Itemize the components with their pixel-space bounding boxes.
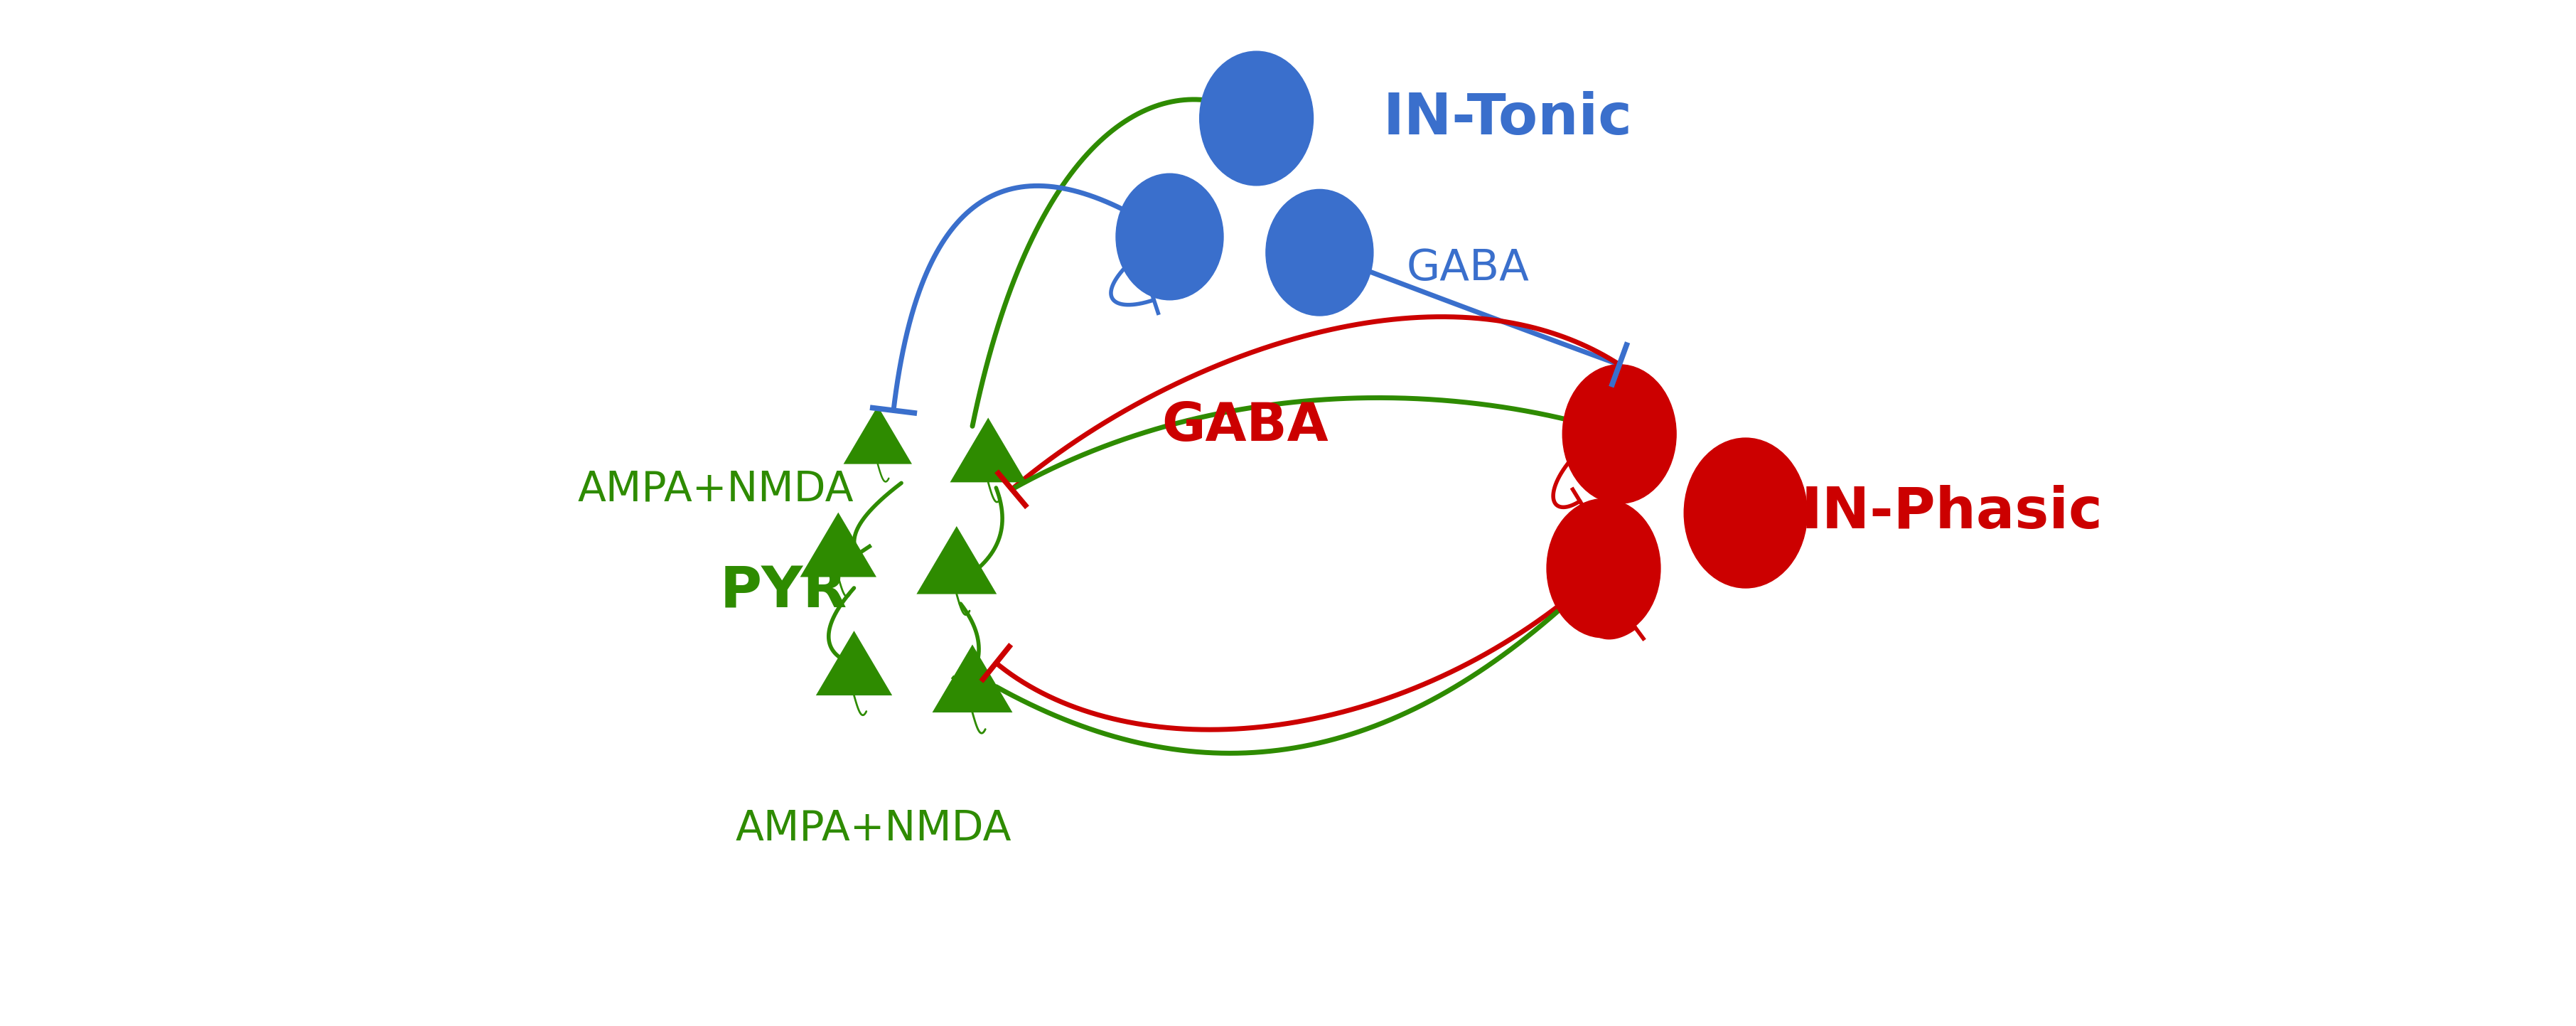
Polygon shape: [817, 631, 891, 696]
Text: GABA: GABA: [1406, 247, 1530, 289]
Text: AMPA+NMDA: AMPA+NMDA: [577, 469, 855, 510]
Text: AMPA+NMDA: AMPA+NMDA: [737, 808, 1012, 849]
Text: IN-Tonic: IN-Tonic: [1383, 90, 1633, 146]
Ellipse shape: [1115, 173, 1224, 300]
Polygon shape: [917, 526, 997, 594]
Ellipse shape: [1685, 438, 1808, 588]
Ellipse shape: [1546, 499, 1662, 638]
Ellipse shape: [1564, 364, 1677, 504]
Text: GABA: GABA: [1162, 400, 1329, 452]
Polygon shape: [842, 406, 912, 464]
Polygon shape: [951, 418, 1025, 482]
Text: PYR: PYR: [719, 564, 848, 620]
Polygon shape: [801, 512, 876, 577]
Ellipse shape: [1200, 51, 1314, 186]
Ellipse shape: [1265, 190, 1373, 316]
Text: IN-Phasic: IN-Phasic: [1801, 485, 2102, 541]
Polygon shape: [933, 644, 1012, 712]
